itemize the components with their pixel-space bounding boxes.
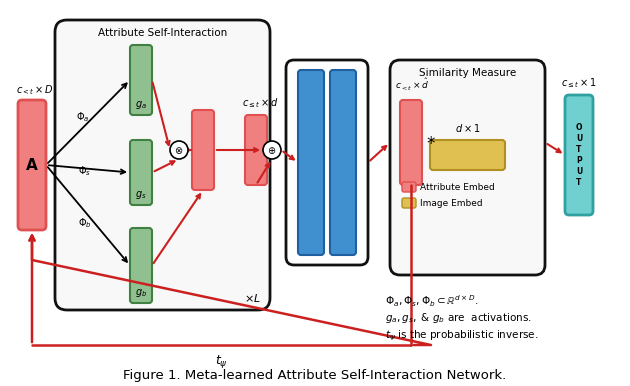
FancyBboxPatch shape — [55, 20, 270, 310]
Text: Attribute Embed: Attribute Embed — [420, 183, 495, 191]
FancyBboxPatch shape — [286, 60, 368, 265]
Text: $*$: $*$ — [426, 134, 436, 151]
Text: $g_a, g_s,$ & $g_b$ are  activations.: $g_a, g_s,$ & $g_b$ are activations. — [385, 311, 532, 325]
FancyBboxPatch shape — [400, 100, 422, 185]
Text: $\Phi_a, \Phi_s, \Phi_b \subset \mathbb{R}^{d \times D}.$: $\Phi_a, \Phi_s, \Phi_b \subset \mathbb{… — [385, 293, 478, 308]
Text: $g_s$: $g_s$ — [135, 189, 147, 201]
Text: $\otimes$: $\otimes$ — [175, 144, 183, 156]
FancyBboxPatch shape — [402, 182, 416, 192]
Text: Figure 1. Meta-learned Attribute Self-Interaction Network.: Figure 1. Meta-learned Attribute Self-In… — [123, 369, 507, 381]
Text: Attribute Self-Interaction: Attribute Self-Interaction — [98, 28, 227, 38]
FancyBboxPatch shape — [18, 100, 46, 230]
Text: $t_\psi$ is the probabilistic inverse.: $t_\psi$ is the probabilistic inverse. — [385, 329, 539, 344]
Text: $g_b$: $g_b$ — [135, 287, 147, 299]
Text: A: A — [26, 157, 38, 173]
Text: $t_\psi$: $t_\psi$ — [215, 353, 228, 370]
Circle shape — [170, 141, 188, 159]
Text: $d \times 1$: $d \times 1$ — [455, 122, 480, 134]
Circle shape — [263, 141, 281, 159]
FancyBboxPatch shape — [565, 95, 593, 215]
Text: $g_a$: $g_a$ — [135, 99, 147, 111]
Text: $c_{\leq t} \times 1$: $c_{\leq t} \times 1$ — [561, 76, 597, 90]
Text: Image Embed: Image Embed — [420, 198, 483, 208]
Text: $c_{\leq t} \times d$: $c_{\leq t} \times d$ — [242, 96, 279, 110]
FancyBboxPatch shape — [130, 228, 152, 303]
Text: $c_{<t} \times D$: $c_{<t} \times D$ — [16, 83, 54, 97]
FancyBboxPatch shape — [130, 45, 152, 115]
Text: Similarity Measure: Similarity Measure — [419, 68, 516, 78]
FancyBboxPatch shape — [402, 198, 416, 208]
Text: $c_{<t} \times \hat{d}$: $c_{<t} \times \hat{d}$ — [395, 77, 429, 93]
Text: $\times L$: $\times L$ — [244, 292, 260, 304]
FancyBboxPatch shape — [298, 70, 324, 255]
Text: $\oplus$: $\oplus$ — [267, 144, 277, 156]
FancyBboxPatch shape — [330, 70, 356, 255]
FancyBboxPatch shape — [430, 140, 505, 170]
Text: $\Phi_b$: $\Phi_b$ — [78, 216, 92, 230]
Text: O
U
T
P
U
T: O U T P U T — [576, 123, 582, 187]
FancyBboxPatch shape — [390, 60, 545, 275]
Text: $\Phi_a$: $\Phi_a$ — [76, 111, 89, 124]
FancyBboxPatch shape — [192, 110, 214, 190]
FancyBboxPatch shape — [130, 140, 152, 205]
FancyBboxPatch shape — [245, 115, 267, 185]
Text: $\Phi_s$: $\Phi_s$ — [78, 164, 91, 178]
